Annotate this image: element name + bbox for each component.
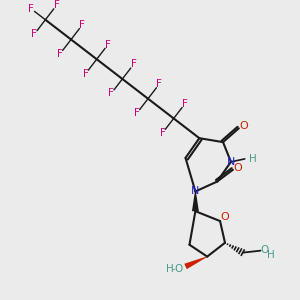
Text: F: F (134, 108, 140, 118)
Text: F: F (28, 4, 34, 14)
Text: F: F (82, 69, 88, 79)
Text: -O: -O (172, 264, 184, 274)
Text: O: O (233, 163, 242, 173)
Polygon shape (184, 256, 207, 269)
Text: F: F (54, 0, 59, 10)
Text: F: F (31, 29, 37, 39)
Text: H: H (249, 154, 256, 164)
Text: F: F (156, 79, 162, 89)
Text: H: H (166, 264, 174, 274)
Text: H: H (266, 250, 274, 260)
Polygon shape (192, 191, 199, 211)
Text: F: F (108, 88, 114, 98)
Text: F: F (182, 99, 188, 109)
Text: F: F (79, 20, 85, 30)
Text: F: F (130, 59, 136, 70)
Text: O: O (239, 121, 248, 131)
Text: N: N (227, 157, 235, 167)
Text: F: F (105, 40, 111, 50)
Text: O: O (260, 245, 268, 255)
Text: N: N (191, 187, 200, 196)
Text: F: F (57, 49, 63, 59)
Text: F: F (160, 128, 166, 138)
Text: O: O (220, 212, 230, 222)
